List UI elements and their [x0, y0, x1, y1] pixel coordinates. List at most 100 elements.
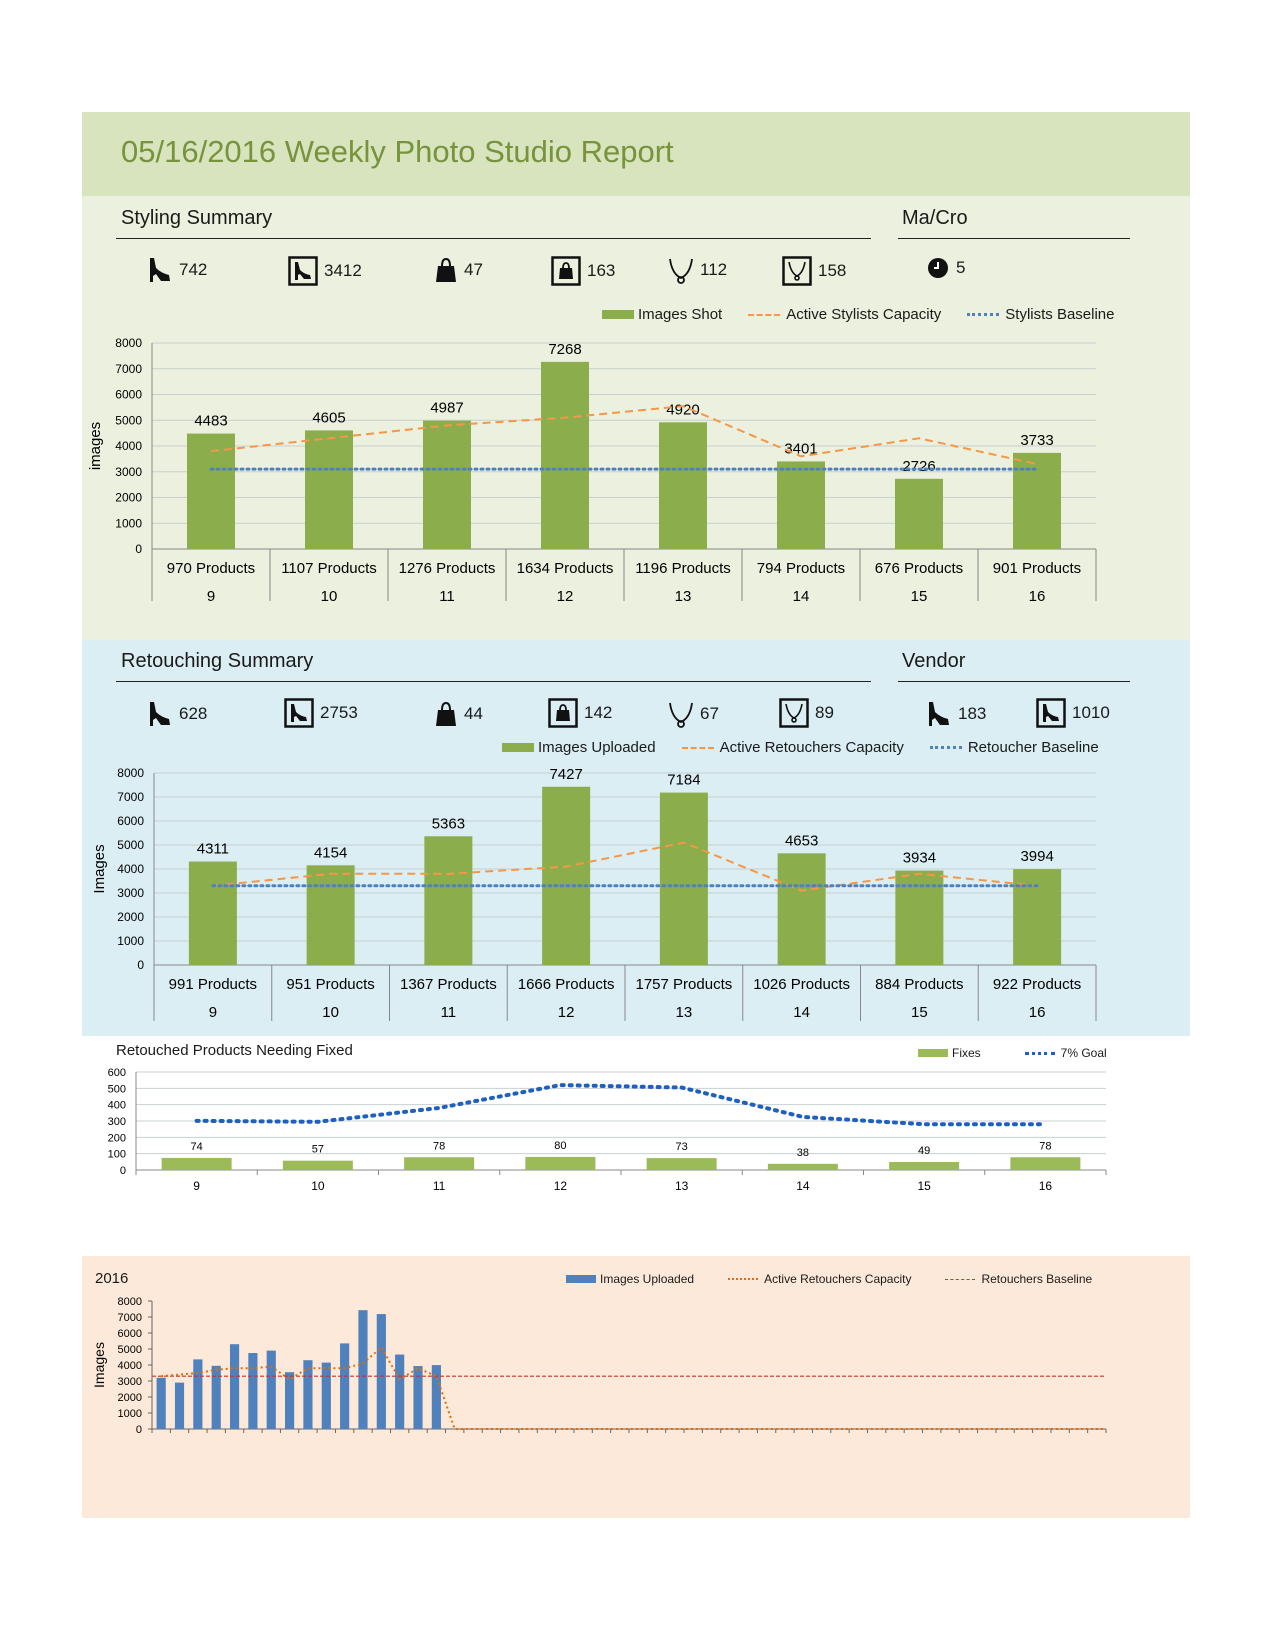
data-label: 3401 [784, 440, 817, 457]
y-tick-label: 400 [108, 1100, 126, 1112]
framed-necklace-icon [782, 256, 812, 286]
styling-stat-jewelry-images: 158 [782, 256, 846, 286]
clock-icon [928, 258, 948, 278]
data-label: 4605 [312, 409, 345, 426]
retouching-divider [116, 681, 871, 682]
x-subcategory-label: 676 Products [875, 560, 963, 577]
x-category-label: 14 [796, 1179, 810, 1193]
bag-icon [436, 257, 456, 282]
x-category-label: 11 [441, 1004, 457, 1021]
vendor-title: Vendor [902, 650, 966, 672]
bar [266, 1350, 276, 1429]
bar [413, 1366, 423, 1429]
x-category-label: 10 [311, 1179, 325, 1193]
y-tick-label: 500 [108, 1083, 126, 1095]
framed-necklace-icon [779, 698, 809, 728]
retouching-section [82, 640, 1190, 1036]
bar [1010, 1157, 1081, 1170]
retouching-stat-jewelry-images: 89 [779, 698, 834, 728]
bar [659, 792, 708, 965]
x-category-label: 9 [193, 1179, 200, 1193]
x-subcategory-label: 1107 Products [281, 560, 377, 577]
styling-legend: Images Shot Active Stylists Capacity Sty… [602, 306, 1114, 323]
retouching-stat-jewelry: 67 [668, 700, 719, 728]
legend-year-capacity: Active Retouchers Capacity [728, 1272, 911, 1286]
bar [659, 422, 707, 549]
data-label: 4311 [197, 841, 229, 858]
data-label: 78 [433, 1140, 445, 1152]
x-subcategory-label: 1026 Products [753, 976, 850, 993]
legend-stylists-capacity: Active Stylists Capacity [748, 306, 941, 323]
y-tick-label: 1000 [118, 1408, 142, 1420]
shoe-icon [150, 258, 170, 282]
data-label: 49 [918, 1145, 930, 1157]
necklace-icon [669, 702, 693, 728]
macro-title: Ma/Cro [902, 207, 968, 229]
bar [767, 1163, 838, 1170]
bar [542, 786, 591, 965]
y-tick-label: 6000 [115, 388, 142, 402]
styling-stat-jewelry-value: 112 [700, 260, 728, 279]
bar [895, 478, 943, 549]
framed-bag-icon [548, 698, 578, 728]
data-label: 57 [312, 1144, 324, 1156]
y-tick-label: 0 [135, 542, 142, 556]
x-subcategory-label: 991 Products [169, 976, 257, 993]
x-category-label: 13 [676, 1004, 693, 1021]
bar [306, 865, 355, 965]
x-category-label: 10 [322, 1004, 339, 1021]
bar [525, 1156, 596, 1170]
styling-stat-shoe-images: 3412 [288, 256, 362, 286]
legend-images-uploaded: Images Uploaded [502, 739, 656, 756]
bar [174, 1382, 185, 1429]
bar [404, 1157, 475, 1170]
data-label: 7268 [548, 341, 581, 358]
bar [646, 1158, 717, 1170]
data-label: 4154 [314, 844, 347, 861]
fixes-chart-title: Retouched Products Needing Fixed [116, 1042, 353, 1059]
legend-swatch [945, 1278, 976, 1280]
bar [358, 1310, 368, 1429]
bar [541, 361, 589, 549]
bar [424, 836, 473, 965]
x-subcategory-label: 1196 Products [635, 560, 731, 577]
bar [777, 853, 826, 965]
bar [305, 430, 353, 549]
x-category-label: 13 [675, 588, 692, 605]
legend-retoucher-baseline: Retoucher Baseline [929, 739, 1099, 756]
y-tick-label: 5000 [115, 413, 142, 427]
macro-stat-hours: 5 [926, 256, 965, 280]
vendor-stat-shoe-images: 1010 [1036, 698, 1110, 728]
legend-swatch [929, 746, 962, 749]
bar [395, 1354, 405, 1429]
x-category-label: 12 [558, 1004, 575, 1021]
x-subcategory-label: 1666 Products [518, 976, 615, 993]
y-tick-label: 6000 [117, 814, 144, 828]
data-label: 74 [191, 1141, 203, 1153]
legend-stylists-baseline: Stylists Baseline [967, 306, 1114, 323]
y-tick-label: 8000 [117, 766, 144, 780]
x-subcategory-label: 901 Products [993, 560, 1081, 577]
retouching-chart: 0 1000 2000 3000 4000 5000 6000 7000 8000 Images 9… [91, 766, 1097, 1021]
legend-goal: 7% Goal [1024, 1046, 1107, 1060]
data-label: 4483 [194, 413, 227, 430]
legend-swatch [748, 313, 781, 316]
y-tick-label: 4000 [117, 862, 144, 876]
x-category-label: 13 [675, 1179, 689, 1193]
x-category-label: 14 [793, 588, 810, 605]
vendor-stat-shoes: 183 [926, 700, 986, 728]
bar [431, 1365, 441, 1429]
retouching-stat-shoe-images-value: 2753 [320, 703, 358, 722]
bar [321, 1362, 331, 1429]
legend-swatch [681, 746, 714, 749]
bar [777, 461, 825, 549]
bar [423, 420, 471, 549]
legend-swatch [918, 1049, 948, 1057]
year-chart-title: 2016 [95, 1270, 129, 1287]
styling-stat-bag-images-value: 163 [587, 261, 616, 280]
data-label: 4987 [430, 400, 463, 417]
fixes-legend: Fixes 7% Goal [918, 1046, 1107, 1060]
legend-fixes: Fixes [918, 1046, 981, 1060]
vendor-stat-shoe-images-value: 1010 [1072, 703, 1110, 722]
bar [161, 1157, 232, 1170]
